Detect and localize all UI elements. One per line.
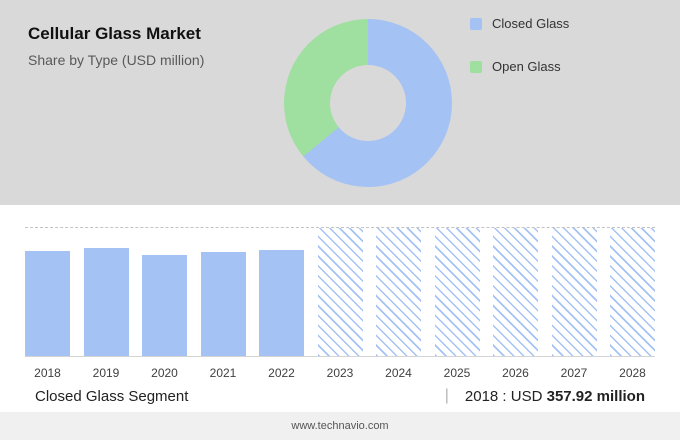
x-tick-label: 2020 — [151, 366, 178, 380]
x-tick-label: 2025 — [443, 366, 471, 380]
legend-swatch — [470, 60, 482, 73]
x-tick-label: 2022 — [268, 366, 295, 380]
bar-2022 — [259, 249, 304, 356]
x-tick-label: 2021 — [209, 366, 237, 380]
page-subtitle: Share by Type (USD million) — [28, 52, 205, 68]
footer-divider: | — [444, 387, 449, 404]
bar-2027 — [551, 228, 597, 356]
website-link[interactable]: www.technavio.com — [291, 420, 389, 432]
stat-value: 357.92 million — [546, 387, 645, 405]
stat-prefix: 2018 : USD — [464, 387, 543, 405]
legend-item-open-glass: Open Glass — [470, 59, 680, 74]
donut-hole — [329, 64, 406, 141]
stat-text: 2018 : USD 357.92 million — [465, 388, 645, 405]
legend-item-closed-glass: Closed Glass — [470, 16, 680, 31]
footer: Closed Glass Segment | 2018 : USD 357.92… — [0, 380, 680, 412]
bar-2025 — [434, 228, 480, 356]
x-axis-labels: 2018 2019 2020 2021 2022 2023 2024 2025 2026 2027… — [25, 357, 655, 380]
x-tick-label: 2028 — [619, 366, 646, 380]
legend-label: Closed Glass — [492, 16, 570, 31]
x-tick-label: 2019 — [92, 366, 120, 380]
donut-chart-area — [265, 0, 470, 205]
header-section: Cellular Glass Market Share by Type (USD… — [0, 0, 680, 205]
page-title: Cellular Glass Market — [28, 24, 201, 43]
x-tick-label: 2018 — [34, 366, 61, 380]
legend-label: Open Glass — [492, 59, 561, 74]
bar-2028 — [610, 228, 655, 356]
bar-chart-section: 2018 2019 2020 2021 2022 2023 2024 2025 2026 2027… — [0, 205, 680, 380]
x-tick-label: 2027 — [560, 366, 588, 380]
bar-2021 — [200, 252, 246, 356]
website-bar: www.technavio.com — [0, 412, 680, 440]
segment-label: Closed Glass Segment — [35, 387, 189, 405]
legend-swatch — [470, 17, 482, 30]
bar-2020 — [142, 254, 187, 356]
bar-2023 — [317, 228, 363, 356]
donut-chart — [283, 18, 452, 187]
title-block: Cellular Glass Market Share by Type (USD… — [0, 0, 265, 205]
x-tick-label: 2024 — [385, 366, 412, 380]
bar-2026 — [493, 228, 538, 356]
x-tick-label: 2023 — [326, 366, 354, 380]
x-tick-label: 2026 — [502, 366, 529, 380]
legend: Closed Glass Open Glass — [470, 0, 680, 205]
bar-chart-plot — [25, 227, 655, 357]
bar-2019 — [83, 248, 129, 356]
bar-2024 — [376, 228, 421, 356]
bar-2018 — [25, 251, 70, 356]
